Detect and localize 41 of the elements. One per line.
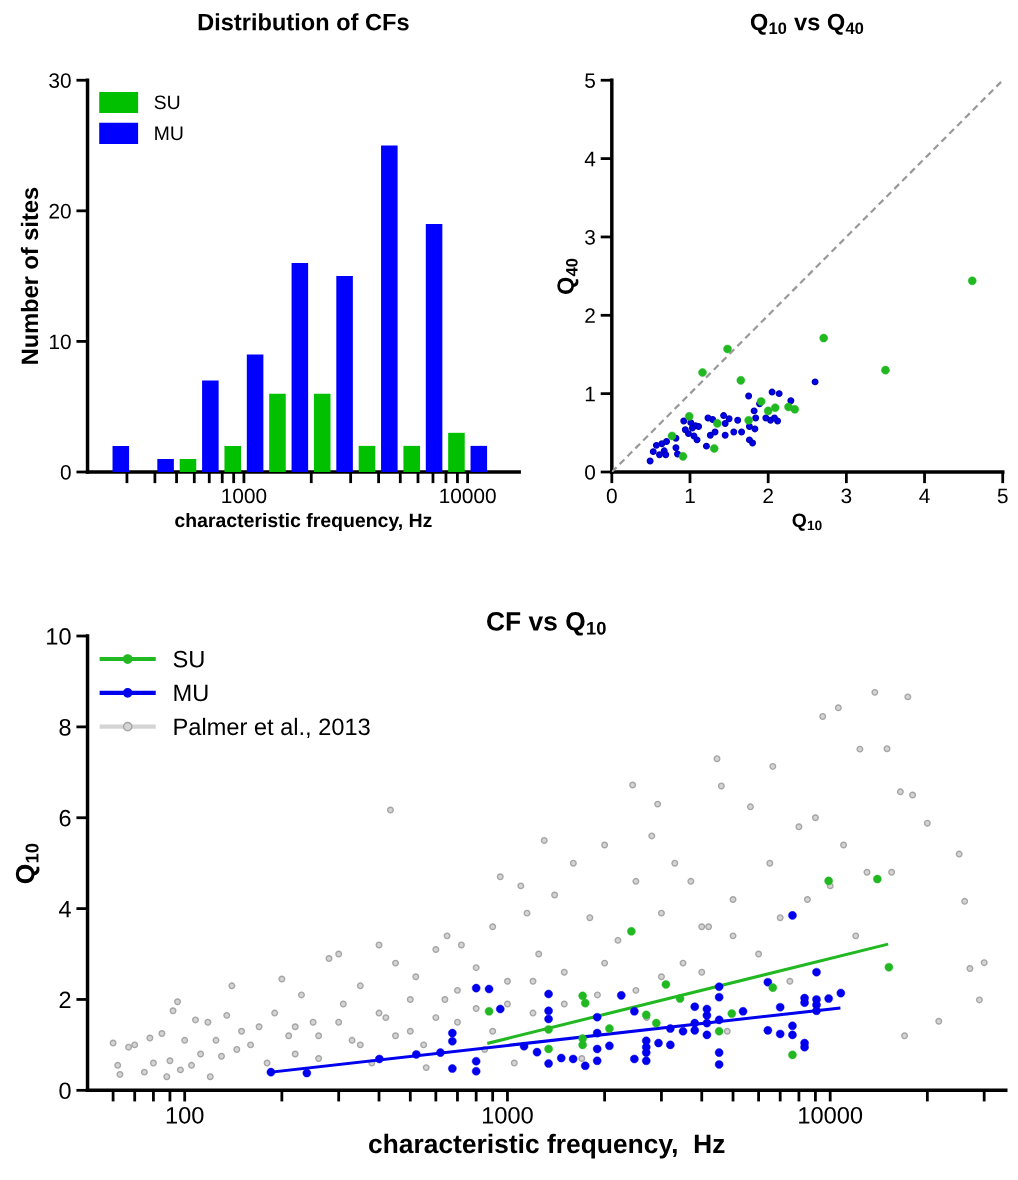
x-tick-label: 10000 — [799, 1106, 863, 1124]
legend-label: MU — [155, 126, 183, 141]
y-tick-label: 0 — [60, 465, 71, 480]
chart-title: Q$_{10}$ vs Q$_{40}$ — [750, 13, 864, 35]
chart-title: CF vs Q$_{10}$ — [487, 611, 606, 636]
y-tick-label: 0 — [59, 1082, 71, 1100]
x-tick-label: 2 — [763, 488, 773, 504]
x-tick-label: 1 — [685, 488, 695, 504]
x-axis-title: characteristic frequency, Hz — [175, 512, 432, 532]
x-axis-title: Q$_{10}$ — [792, 513, 822, 531]
y-tick-label: 3 — [585, 229, 595, 245]
x-tick-label: 1000 — [222, 488, 267, 504]
y-tick-label: 6 — [59, 809, 71, 827]
chart-title: Distribution of CFs — [198, 13, 409, 31]
x-tick-label: 4 — [919, 488, 930, 504]
y-tick-label: 4 — [58, 900, 71, 918]
y-tick-label: 2 — [585, 308, 595, 323]
y-tick-label: 30 — [49, 73, 71, 88]
y-axis-title: Q$_{10}$ — [15, 843, 40, 884]
y-tick-label: 2 — [59, 991, 71, 1009]
y-tick-label: 4 — [584, 151, 596, 167]
legend-label: MU — [174, 684, 208, 702]
y-axis-title: Q$_{40}$ — [557, 258, 579, 295]
x-tick-label: 5 — [997, 488, 1008, 504]
y-tick-label: 10 — [47, 628, 71, 645]
y-tick-label: 1 — [585, 386, 595, 402]
y-tick-label: 20 — [49, 203, 71, 219]
x-tick-label: 1000 — [482, 1106, 533, 1124]
legend-label: SU — [173, 650, 204, 668]
x-tick-label: 0 — [606, 488, 617, 504]
legend-label: SU — [154, 95, 180, 110]
y-tick-label: 8 — [59, 718, 71, 736]
x-axis-title: characteristic frequency, Hz — [369, 1133, 725, 1159]
x-tick-label: 3 — [841, 488, 852, 504]
legend-label: Palmer et al., 2013 — [174, 717, 370, 738]
y-tick-label: 5 — [585, 73, 595, 88]
x-tick-label: 100 — [166, 1106, 204, 1124]
x-tick-label: 10000 — [440, 488, 496, 504]
y-axis-title: Number of sites — [20, 187, 39, 364]
y-tick-label: 0 — [585, 465, 596, 480]
y-tick-label: 10 — [49, 334, 71, 350]
